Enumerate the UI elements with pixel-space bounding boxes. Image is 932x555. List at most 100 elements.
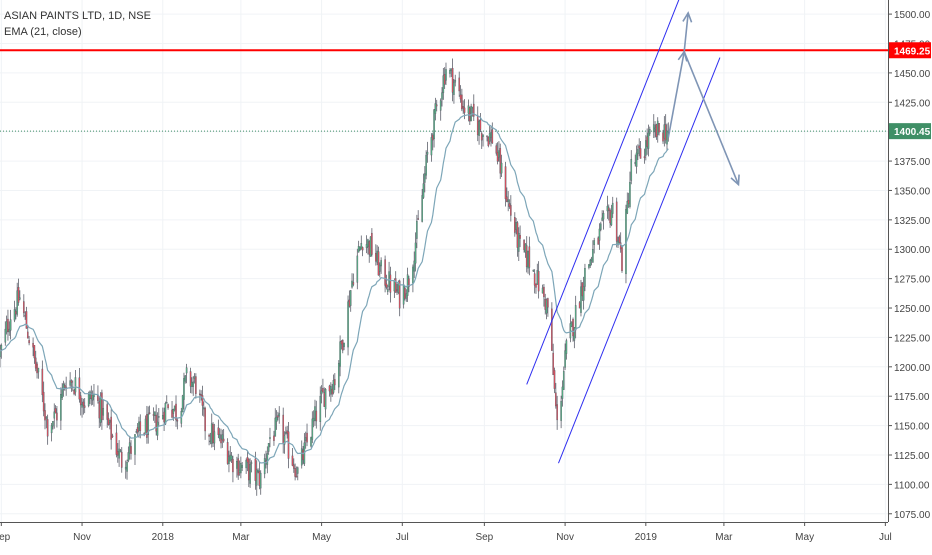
- candle-body: [185, 367, 188, 374]
- candle-body: [26, 331, 29, 339]
- x-tick-label: Jul: [879, 532, 892, 543]
- candle-body: [164, 402, 167, 425]
- candle-body: [349, 290, 352, 306]
- candle-body: [394, 278, 397, 293]
- candle-body: [555, 392, 557, 407]
- candle-body: [17, 287, 20, 303]
- candle-body: [569, 323, 572, 339]
- candle-body: [337, 362, 340, 388]
- candle-body: [176, 419, 179, 422]
- candle-body: [208, 434, 210, 437]
- candle-body: [0, 345, 3, 350]
- candle-body: [249, 464, 251, 484]
- candle-body: [545, 299, 548, 314]
- candle-body: [222, 438, 225, 442]
- candle-body: [278, 413, 281, 417]
- candle-body: [490, 132, 492, 138]
- candle-body: [369, 236, 372, 257]
- candle-body: [639, 148, 642, 159]
- candle-body: [269, 437, 271, 439]
- candle-body: [191, 382, 193, 387]
- candle-body: [25, 311, 28, 329]
- candle-body: [4, 328, 7, 343]
- candle-body: [138, 421, 140, 431]
- candle-body: [450, 68, 453, 71]
- candle-body: [32, 342, 34, 348]
- candle-body: [277, 415, 279, 418]
- candle-body: [560, 400, 562, 421]
- candle-body: [506, 196, 508, 202]
- candle-body: [163, 411, 165, 423]
- candle-body: [517, 232, 520, 252]
- candle-body: [610, 211, 613, 226]
- x-tick-label: Mar: [232, 532, 250, 543]
- candle-body: [451, 67, 454, 93]
- candle-body: [556, 404, 558, 421]
- candle-body: [607, 207, 610, 211]
- y-tick-label: 1125.00: [894, 451, 930, 462]
- candle-body: [64, 385, 66, 388]
- candle-body: [463, 107, 466, 113]
- candle-body: [110, 416, 112, 440]
- candle-body: [656, 120, 659, 135]
- candle-body: [634, 162, 637, 165]
- candle-body: [340, 340, 343, 345]
- candle-body: [56, 412, 58, 421]
- horizontal-lines: [0, 49, 888, 132]
- last-price-label-bg: [889, 123, 931, 140]
- candle-body: [647, 132, 650, 149]
- projection-arrowhead: [682, 11, 693, 23]
- candle-body: [257, 469, 259, 472]
- candle-body: [471, 106, 474, 109]
- candle-body: [300, 448, 303, 466]
- y-tick-label: 1325.00: [894, 216, 931, 227]
- candle-body: [368, 241, 371, 255]
- candle-body: [334, 379, 336, 386]
- candle-body: [551, 308, 553, 351]
- candle-body: [645, 140, 647, 156]
- candle-body: [598, 228, 601, 241]
- candle-body: [609, 209, 611, 224]
- candle-body: [606, 205, 609, 212]
- candle-body: [34, 357, 37, 369]
- candle-body: [386, 289, 389, 292]
- candle-body: [273, 435, 275, 441]
- candle-body: [562, 371, 565, 390]
- candle-body: [304, 437, 307, 441]
- x-tick-label: Nov: [556, 532, 574, 543]
- candle-body: [408, 278, 410, 288]
- candle-body: [638, 145, 641, 149]
- candle-body: [89, 391, 91, 400]
- candle-body: [44, 410, 46, 421]
- candle-body: [629, 181, 631, 207]
- candle-body: [245, 460, 247, 469]
- candle-body: [102, 408, 105, 416]
- candle-body: [561, 386, 564, 399]
- candle-body: [580, 286, 582, 313]
- candle-body: [527, 250, 529, 269]
- candle-body: [361, 247, 364, 251]
- candle-body: [664, 124, 667, 141]
- y-tick-label: 1175.00: [894, 392, 930, 403]
- candle-body: [221, 434, 224, 441]
- candle-body: [422, 183, 425, 198]
- candle-body: [615, 201, 618, 242]
- candle-body: [536, 270, 539, 285]
- candle-body: [365, 244, 368, 249]
- candle-body: [396, 289, 398, 291]
- candle-body: [445, 69, 447, 81]
- x-tick-label: Jul: [396, 532, 409, 543]
- y-tick-label: 1200.00: [894, 363, 931, 374]
- candle-body: [135, 431, 138, 433]
- candle-body: [508, 203, 511, 207]
- candle-body: [574, 305, 577, 331]
- candle-body: [658, 123, 660, 133]
- candle-body: [116, 450, 119, 456]
- candle-body: [7, 318, 9, 332]
- candle-body: [611, 202, 614, 214]
- candle-body: [635, 152, 638, 167]
- candle-body: [136, 427, 139, 433]
- chart-title: ASIAN PAINTS LTD, 1D, NSE: [4, 10, 151, 22]
